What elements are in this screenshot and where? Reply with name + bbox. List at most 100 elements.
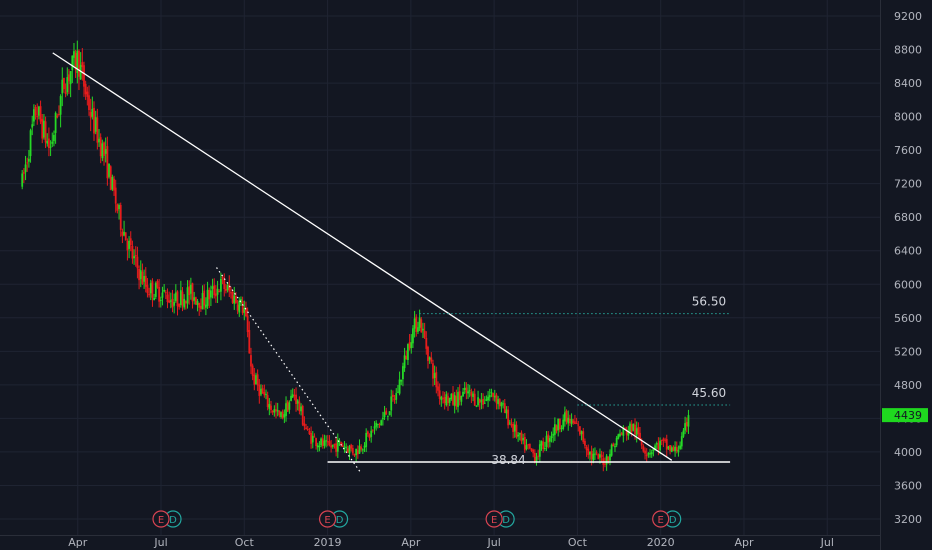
candle-body [101,143,104,159]
event-badge-group[interactable]: DE [318,510,349,528]
candle-body [385,410,388,415]
earnings-badge[interactable] [485,510,503,528]
candle-body [121,231,124,236]
candle-body [248,330,251,354]
price-axis-background [880,0,932,550]
candle-body [627,430,630,436]
candle-body [547,434,550,443]
price-axis[interactable]: 3200360040004400480052005600600064006800… [880,0,932,550]
candle-body [413,318,416,329]
candle-body [226,285,229,290]
candle-body [335,443,338,452]
event-badge-group[interactable]: DE [152,510,182,528]
candle-body [378,423,381,425]
level-label: 38.84 [491,453,525,467]
y-tick-label: 5600 [894,312,922,325]
candle-body [512,423,515,432]
candle-body [538,444,541,457]
candle-body [562,419,565,429]
candle-body [649,453,651,455]
candle-body [303,423,306,427]
trend-line-dotted[interactable] [216,267,362,474]
candle-body [532,449,535,454]
candle-body [639,432,641,440]
event-badge-group[interactable]: DE [652,510,682,528]
candle-body [614,446,616,448]
candle-body [567,417,570,424]
candle-body [405,356,408,360]
time-axis[interactable]: Apr Jul Oct 2019 Apr Jul Oct 2020 Apr Jul [0,535,880,550]
candle-body [78,50,80,77]
candle-body [584,440,586,446]
candle-body [505,409,508,414]
x-tick-label: Jul [820,536,834,549]
x-tick-label: Apr [68,536,88,549]
candle-body [275,409,277,412]
candle-body [375,422,378,427]
candle-body [184,301,187,304]
candle-body [492,392,494,397]
candle-body [467,391,469,394]
candle-body [149,283,152,294]
candle-body [654,445,656,451]
candle-body [164,292,167,294]
y-tick-label: 9200 [894,10,922,23]
candle-body [258,384,261,396]
candle-body [500,402,503,407]
candle-body [403,355,406,369]
candle-body [133,256,135,259]
candle-body [468,390,471,392]
trend-line-main[interactable] [52,52,673,461]
candle-body [463,387,466,391]
candle-body [134,255,137,257]
candle-body [119,204,122,230]
candle-body [659,440,661,451]
candle-body [550,436,553,438]
candle-body [380,420,383,426]
candle-body [657,443,660,450]
event-badge-group[interactable]: DE [485,510,515,528]
candle-body [502,403,505,405]
candle-body [116,204,119,211]
candle-body [201,293,204,310]
earnings-badge[interactable] [652,510,670,528]
candle-body [26,162,29,164]
y-tick-label: 3600 [894,479,922,492]
candle-body [63,77,65,90]
candle-body [632,423,635,431]
earnings-badge[interactable] [318,510,337,528]
candle-body [278,410,281,416]
candle-body [600,454,603,458]
candle-body [665,439,668,450]
candle-body [528,443,531,449]
x-tick-label: Oct [568,536,588,549]
earnings-badge-label: E [658,515,664,526]
candle-body [485,399,488,401]
candle-body [318,445,321,447]
earnings-badge[interactable] [152,510,170,528]
candle-body [174,292,177,301]
candle-body [597,453,600,460]
candle-body [323,440,326,446]
candle-body [321,438,324,446]
candle-body [442,397,444,399]
candle-body [527,444,530,446]
candle-body [88,95,90,111]
candle-body [194,297,197,305]
candle-body [330,445,333,448]
candle-body [680,436,683,447]
y-tick-label: 4800 [894,379,922,392]
candle-body [126,240,129,251]
level-label: 45.60 [692,386,726,400]
x-tick-label: Jul [486,536,500,549]
candle-body [171,298,174,308]
candle-body [447,396,449,404]
candle-body [430,357,433,362]
candle-body [266,395,269,408]
candle-body [477,397,479,406]
candle-body [293,395,296,397]
candle-body [670,447,673,452]
candle-body [599,454,601,458]
